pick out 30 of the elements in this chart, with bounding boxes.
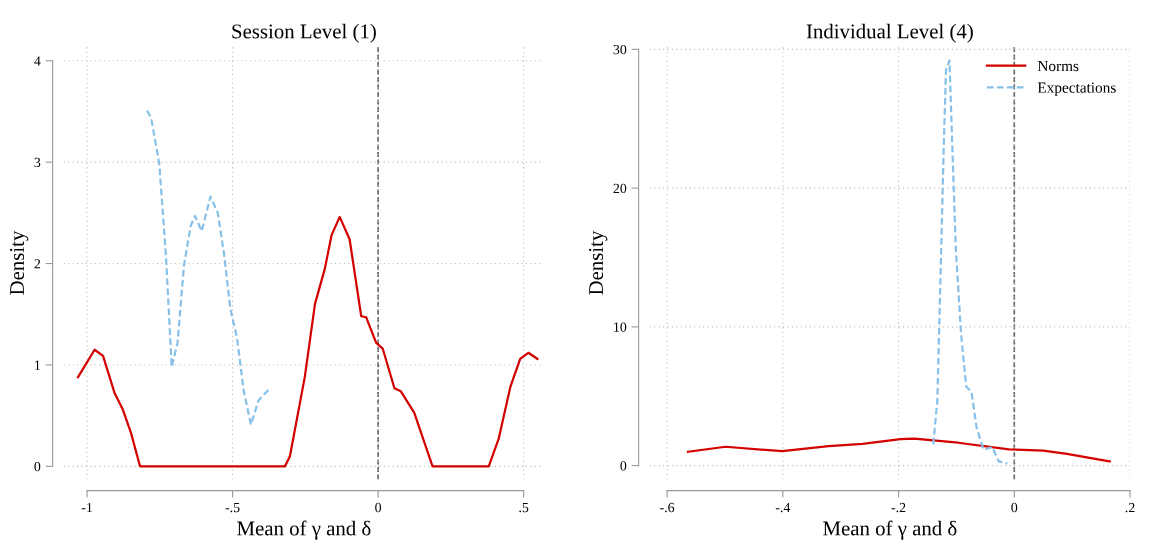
y-tick-label: 1: [35, 360, 40, 370]
y-tick-label: 0: [620, 461, 627, 471]
chart-title: Session Level (1): [232, 23, 376, 43]
y-axis-title: Density: [589, 230, 608, 295]
y-tick-label: 30: [613, 44, 627, 55]
y-tick-label: 2: [34, 259, 41, 269]
y-tick-label: 4: [34, 56, 41, 66]
y-tick-label: 3: [34, 157, 41, 168]
x-tick-label: 0: [375, 502, 382, 513]
line-series: [686, 437, 1111, 463]
x-tick-label: .2: [1125, 502, 1135, 513]
y-tick-label: 10: [614, 322, 627, 332]
y-tick-label: 0: [34, 461, 41, 472]
line-series: [76, 215, 539, 468]
x-tick-label: -1: [81, 502, 92, 513]
x-axis-title: Mean of γ and δ: [823, 520, 957, 540]
x-tick-label: -.4: [775, 502, 791, 513]
x-tick-label: -.5: [225, 502, 240, 513]
x-tick-label: .5: [519, 502, 529, 513]
x-tick-label: 0: [1011, 502, 1018, 513]
legend-label: Norms: [1037, 61, 1079, 72]
line-series: [932, 59, 1009, 465]
y-tick-label: 20: [613, 183, 627, 194]
line-series: [145, 109, 272, 426]
y-axis-title: Density: [10, 230, 29, 295]
x-tick-label: -.6: [660, 502, 675, 513]
chart-title: Individual Level (4): [806, 23, 973, 43]
x-axis-title: Mean of γ and δ: [237, 520, 371, 540]
legend-label: Expectations: [1037, 82, 1116, 96]
x-tick-label: -.2: [891, 502, 906, 513]
